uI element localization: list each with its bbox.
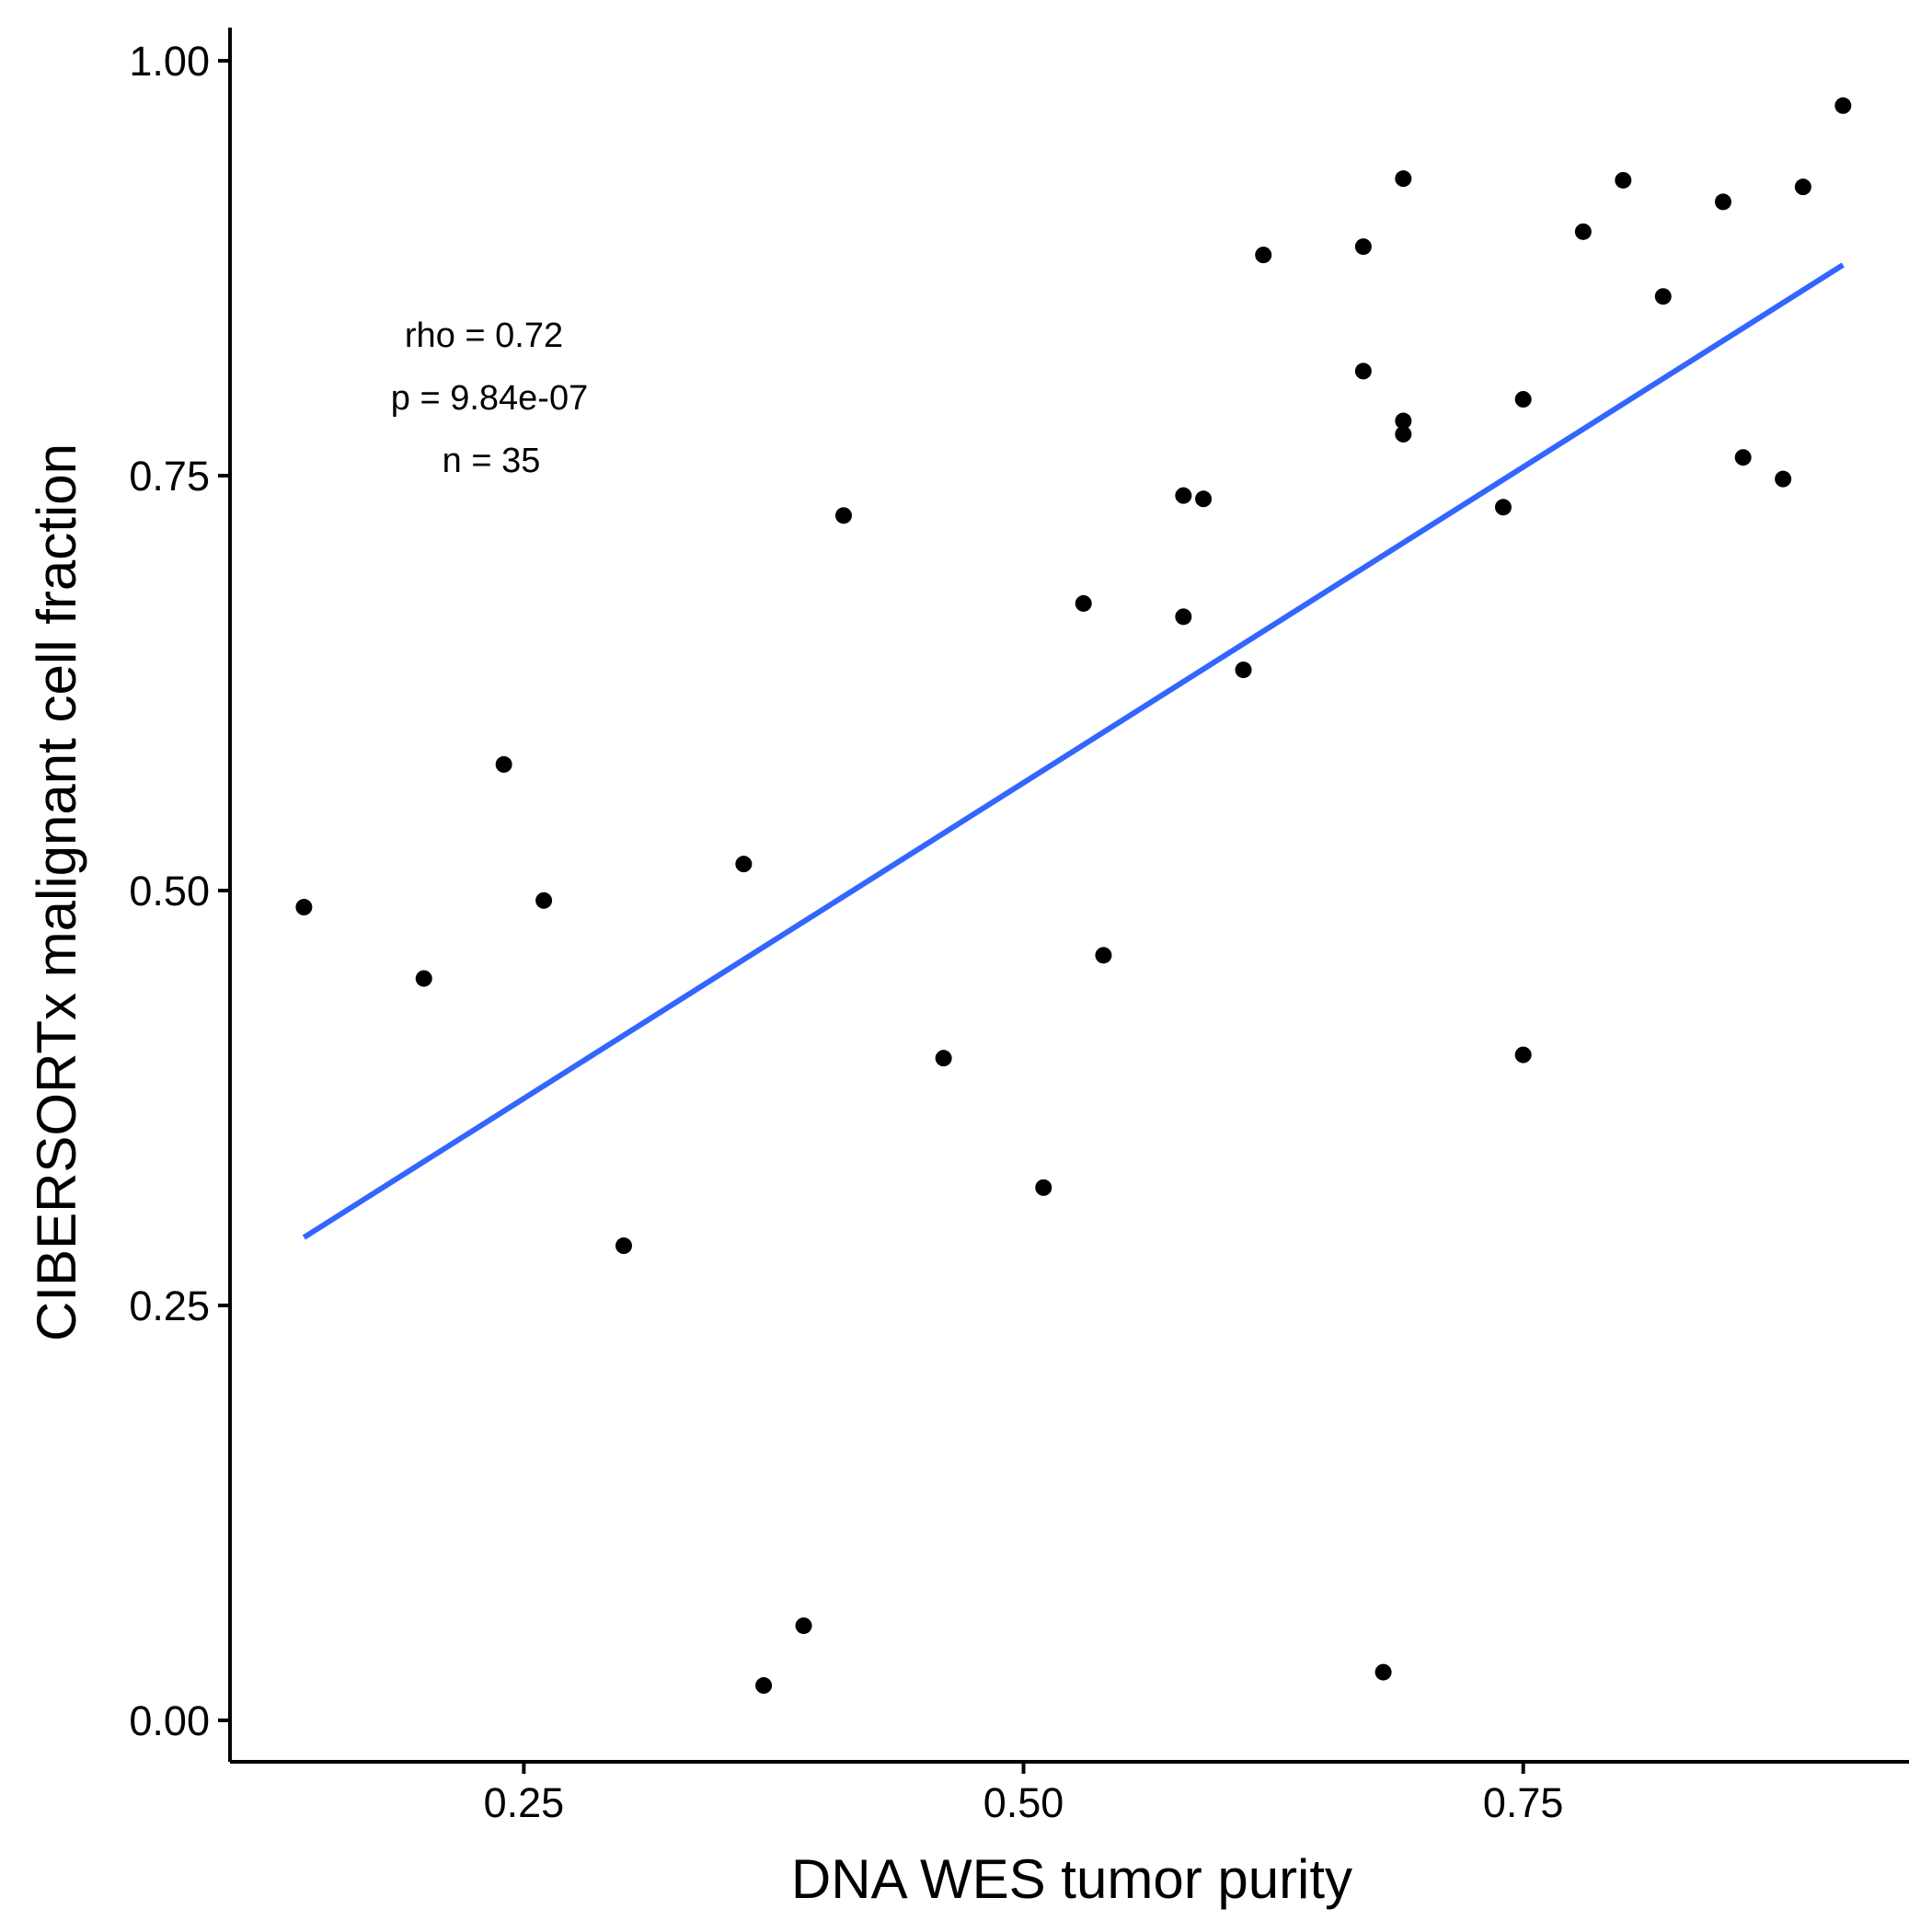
data-point: [1514, 1046, 1532, 1064]
data-point: [1775, 470, 1792, 488]
data-point: [535, 891, 553, 909]
data-point: [1235, 661, 1252, 679]
x-tick-label: 0.25: [484, 1779, 565, 1826]
p-value-annotation: p = 9.84e-07: [391, 379, 588, 418]
data-point: [1654, 288, 1672, 305]
data-point: [1395, 170, 1412, 188]
data-point: [1834, 97, 1852, 114]
y-tick-label: 0.00: [129, 1697, 210, 1744]
data-point: [1714, 193, 1731, 211]
data-point: [1354, 362, 1372, 380]
data-point: [1354, 238, 1372, 256]
sample-size-annotation: n = 35: [443, 442, 541, 480]
y-axis-title: CIBERSORTx malignant cell fraction: [26, 443, 87, 1341]
data-point: [1195, 490, 1213, 508]
x-axis-title: DNA WES tumor purity: [791, 1848, 1352, 1910]
data-point: [495, 755, 512, 773]
x-tick-label: 0.75: [1483, 1779, 1564, 1826]
data-point: [1075, 594, 1092, 612]
data-point: [834, 507, 852, 524]
data-point: [615, 1237, 633, 1255]
data-point: [1615, 171, 1632, 189]
x-tick-label: 0.50: [983, 1779, 1064, 1826]
data-point: [295, 899, 313, 916]
y-tick-label: 0.75: [129, 453, 210, 500]
data-point: [1734, 449, 1752, 466]
data-point: [735, 856, 753, 873]
y-axis-ticks: 0.00 0.25 0.50 0.75 1.00: [129, 38, 230, 1744]
data-point: [795, 1617, 812, 1635]
y-tick-label: 1.00: [129, 38, 210, 85]
data-point: [1095, 947, 1112, 964]
data-point: [1035, 1179, 1052, 1196]
data-point: [1574, 223, 1592, 240]
x-axis-ticks: 0.25 0.50 0.75: [484, 1762, 1564, 1826]
data-marks: [295, 97, 1852, 1695]
data-point: [1395, 425, 1412, 443]
data-point: [1514, 391, 1532, 408]
data-point: [1255, 247, 1272, 264]
data-point: [1374, 1663, 1392, 1681]
data-point: [935, 1050, 952, 1067]
rho-annotation: rho = 0.72: [405, 316, 563, 355]
data-point: [755, 1677, 773, 1695]
data-point: [415, 970, 432, 987]
y-tick-label: 0.50: [129, 868, 210, 914]
y-tick-label: 0.25: [129, 1282, 210, 1329]
data-point: [1494, 499, 1512, 516]
data-point: [1175, 608, 1192, 626]
regression-line: [302, 262, 1845, 1240]
data-point: [1395, 412, 1412, 430]
data-point: [1794, 178, 1811, 196]
data-point: [1175, 487, 1192, 504]
